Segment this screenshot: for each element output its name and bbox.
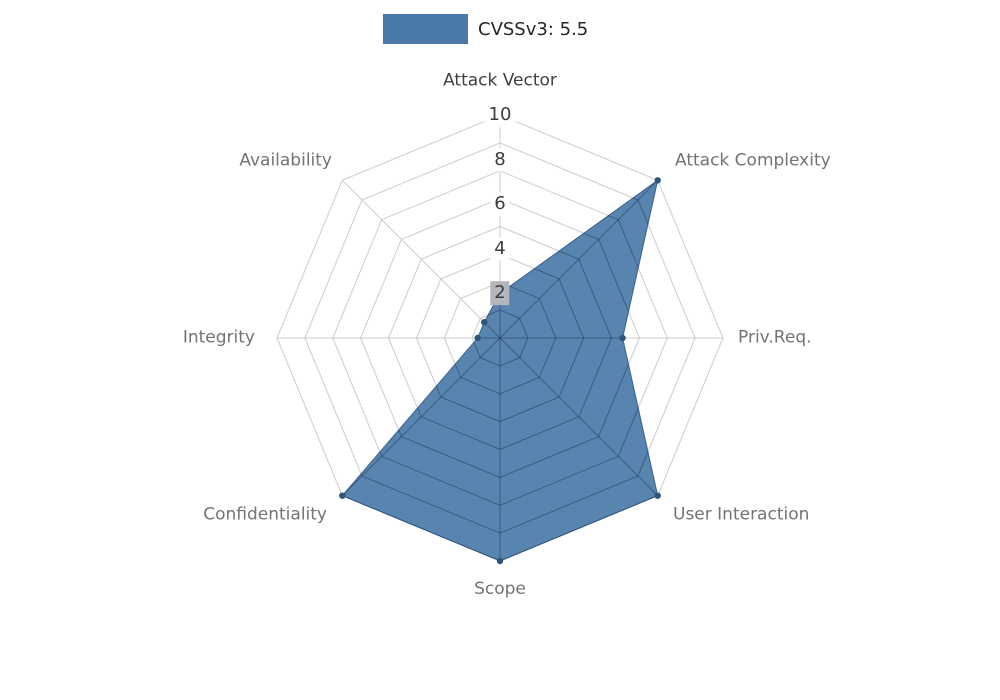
axis-label-integrity: Integrity xyxy=(182,327,255,348)
data-point-marker[interactable] xyxy=(339,492,346,499)
data-point-marker[interactable] xyxy=(481,319,488,326)
legend-label[interactable]: CVSSv3: 5.5 xyxy=(478,18,589,40)
axis-label-scope: Scope xyxy=(474,579,526,599)
tick-label-6: 6 xyxy=(490,192,510,216)
axis-label-priv-req: Priv.Req. xyxy=(738,327,812,348)
data-point-marker[interactable] xyxy=(496,557,504,565)
tick-label-10: 10 xyxy=(484,103,516,127)
chart-legend[interactable]: CVSSv3: 5.5 xyxy=(383,14,588,44)
axis-label-attack-complexity: Attack Complexity xyxy=(675,150,831,171)
axis-label-confidentiality: Confidentiality xyxy=(203,504,327,525)
tick-label-4: 4 xyxy=(490,237,510,261)
axis-label-user-interaction: User Interaction xyxy=(673,504,810,525)
tick-label-8: 8 xyxy=(490,147,510,172)
axis-label-availability: Availability xyxy=(239,150,332,171)
legend-swatch[interactable] xyxy=(383,14,468,44)
data-point-marker[interactable] xyxy=(474,334,481,342)
data-point-marker[interactable] xyxy=(619,334,626,342)
axis-label-attack-vector: Attack Vector xyxy=(443,70,557,91)
tick-label-2: 2 xyxy=(490,281,510,306)
data-point-marker[interactable] xyxy=(654,177,661,184)
data-point-marker[interactable] xyxy=(654,492,661,499)
